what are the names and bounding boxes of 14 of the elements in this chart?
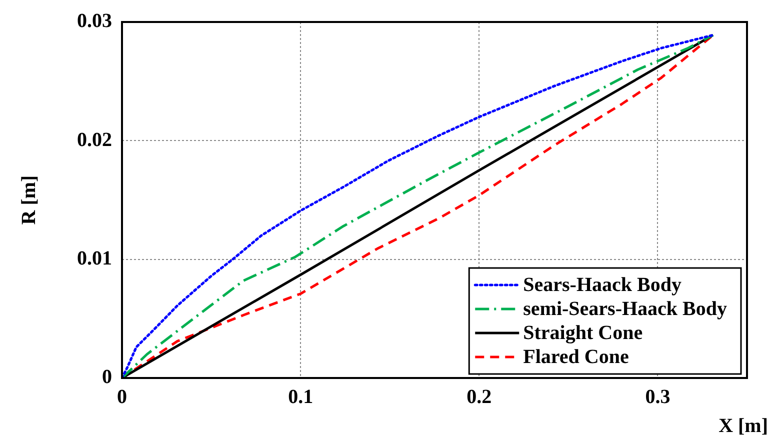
x-tick-label: 0.1 (288, 386, 314, 408)
y-tick-label: 0.02 (77, 128, 112, 151)
legend-label: semi-Sears-Haack Body (523, 298, 728, 320)
legend-label: Straight Cone (523, 322, 643, 344)
y-tick-label: 0.03 (77, 10, 112, 32)
legend-label: Flared Cone (523, 346, 629, 368)
x-tick-label: 0.3 (645, 386, 670, 408)
legend-label: Sears-Haack Body (523, 274, 682, 296)
x-axis-title: X [m] (718, 415, 768, 438)
y-tick-label: 0 (102, 366, 112, 388)
x-tick-label: 0 (117, 386, 127, 408)
x-tick-label: 0.2 (466, 386, 492, 408)
y-tick-label: 0.01 (77, 248, 112, 270)
y-axis-title: R [m] (18, 175, 40, 225)
